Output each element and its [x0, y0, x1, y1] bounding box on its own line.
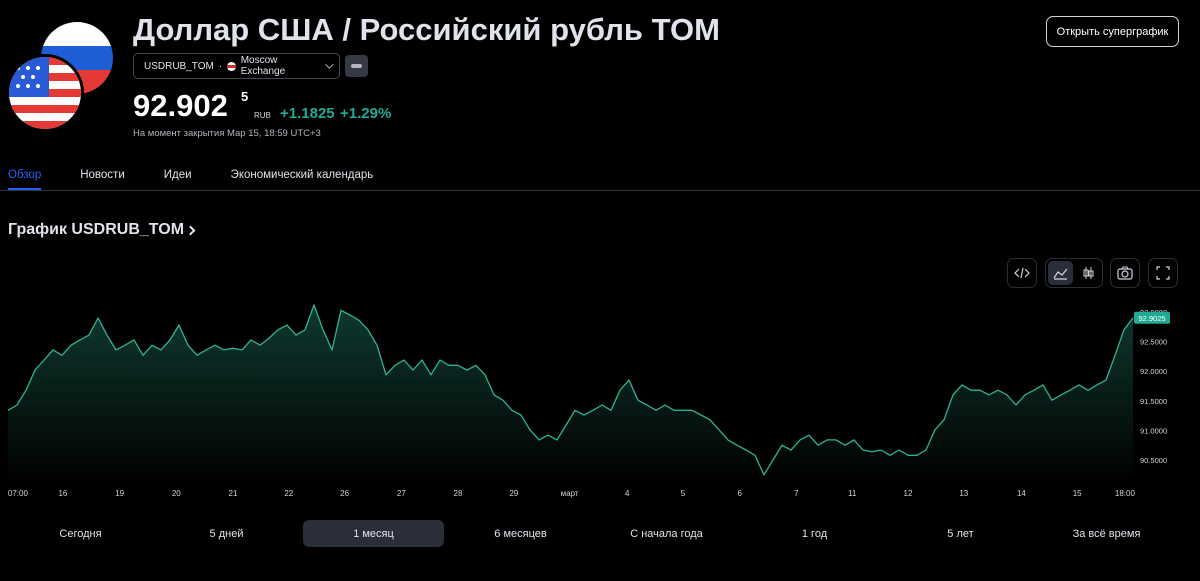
- range-button[interactable]: 1 год: [801, 527, 828, 540]
- price-label-box: [1134, 311, 1170, 324]
- exchange: Moscow Exchange: [240, 55, 286, 77]
- x-tick-label: 28: [454, 489, 463, 498]
- range-button[interactable]: 1 месяц: [303, 520, 444, 547]
- x-tick-label: 11: [848, 489, 857, 498]
- area-button[interactable]: [1048, 261, 1073, 285]
- y-tick-label: 91.0000: [1140, 426, 1167, 435]
- change: +1.1825: [280, 105, 335, 122]
- y-tick-label: 90.5000: [1140, 456, 1167, 465]
- x-tick-label: 13: [959, 489, 968, 498]
- exchange-icon: [227, 61, 236, 71]
- usa-flag: [9, 57, 81, 129]
- y-tick-label: 92.5000: [1140, 338, 1167, 347]
- tab[interactable]: Обзор: [8, 169, 42, 190]
- tab[interactable]: Новости: [80, 169, 125, 181]
- range-button[interactable]: Сегодня: [59, 527, 102, 540]
- x-tick-label: 4: [625, 489, 630, 498]
- x-tick-label: март: [561, 489, 579, 498]
- x-tick-label: 07:00: [8, 489, 29, 498]
- y-tick-label: 92.0000: [1140, 367, 1167, 376]
- chart-type-group: [1045, 258, 1103, 288]
- price-fraction: 5: [241, 89, 249, 104]
- x-tick-label: 29: [509, 489, 518, 498]
- snapshot-button[interactable]: [1110, 258, 1140, 288]
- x-tick-label: 6: [737, 489, 742, 498]
- range-selector: Сегодня 5 дней 1 месяц 6 месяцев С начала го…: [0, 520, 1200, 548]
- x-tick-label: 18:00: [1115, 489, 1136, 498]
- range-button[interactable]: 6 месяцев: [494, 527, 547, 540]
- x-tick-label: 14: [1017, 489, 1026, 498]
- chevron: [185, 225, 196, 235]
- separator: ·: [218, 60, 223, 72]
- area: [8, 304, 1133, 482]
- fullscreen-button[interactable]: [1148, 258, 1178, 288]
- embed-button[interactable]: [1007, 258, 1037, 288]
- change-percent: +1.29%: [340, 105, 392, 122]
- plot-area: 90.500091.000091.500092.000092.500093.00…: [7, 304, 1170, 498]
- y-tick-label: 91.5000: [1140, 397, 1167, 406]
- range-button[interactable]: С начала года: [630, 527, 703, 540]
- section-title-text: График USDRUB_TOM: [8, 221, 185, 238]
- range-button[interactable]: За всё время: [1072, 527, 1141, 540]
- symbol: USDRUB_TOM: [144, 60, 214, 72]
- currency: RUB: [254, 111, 271, 120]
- x-tick-label: 19: [115, 489, 124, 498]
- x-tick-label: 12: [904, 489, 913, 498]
- section-title[interactable]: График USDRUB_TOM: [8, 221, 196, 239]
- x-tick-label: 27: [397, 489, 406, 498]
- compare-button[interactable]: [345, 55, 368, 77]
- x-tick-label: 20: [172, 489, 181, 498]
- price-label: 92.9025: [1138, 314, 1165, 323]
- x-tick-label: 15: [1073, 489, 1082, 498]
- open-supergraph-button[interactable]: Открыть суперграфик: [1046, 16, 1179, 47]
- price: 92.902: [133, 88, 228, 123]
- x-tick-label: 7: [794, 489, 799, 498]
- status: На момент закрытия Мар 15, 18:59 UTC+3: [133, 128, 321, 139]
- candles-button[interactable]: [1076, 261, 1101, 285]
- x-tick-label: 26: [340, 489, 349, 498]
- price-line: [7, 304, 1134, 476]
- tabs: Обзор Новости Идеи Экономический календарь: [8, 169, 412, 190]
- range-button[interactable]: 5 дней: [209, 527, 244, 540]
- x-tick-label: 5: [681, 489, 686, 498]
- symbol-chip[interactable]: USDRUB_TOM · Moscow Exchange: [133, 53, 340, 79]
- x-tick-label: 22: [284, 489, 293, 498]
- icon: [1014, 267, 1030, 279]
- divider: [0, 190, 1200, 191]
- x-tick-label: 16: [58, 489, 67, 498]
- range-button[interactable]: 5 лет: [947, 527, 974, 540]
- icon: [1053, 268, 1068, 280]
- icon: [1117, 266, 1133, 280]
- icon: [1156, 266, 1170, 280]
- tab[interactable]: Экономический календарь: [230, 169, 374, 181]
- x-tick-label: 21: [229, 489, 238, 498]
- dropdown-chevron: [325, 60, 334, 69]
- tab[interactable]: Идеи: [163, 169, 192, 181]
- page-title: Доллар США / Российский рубль TOM: [133, 12, 720, 47]
